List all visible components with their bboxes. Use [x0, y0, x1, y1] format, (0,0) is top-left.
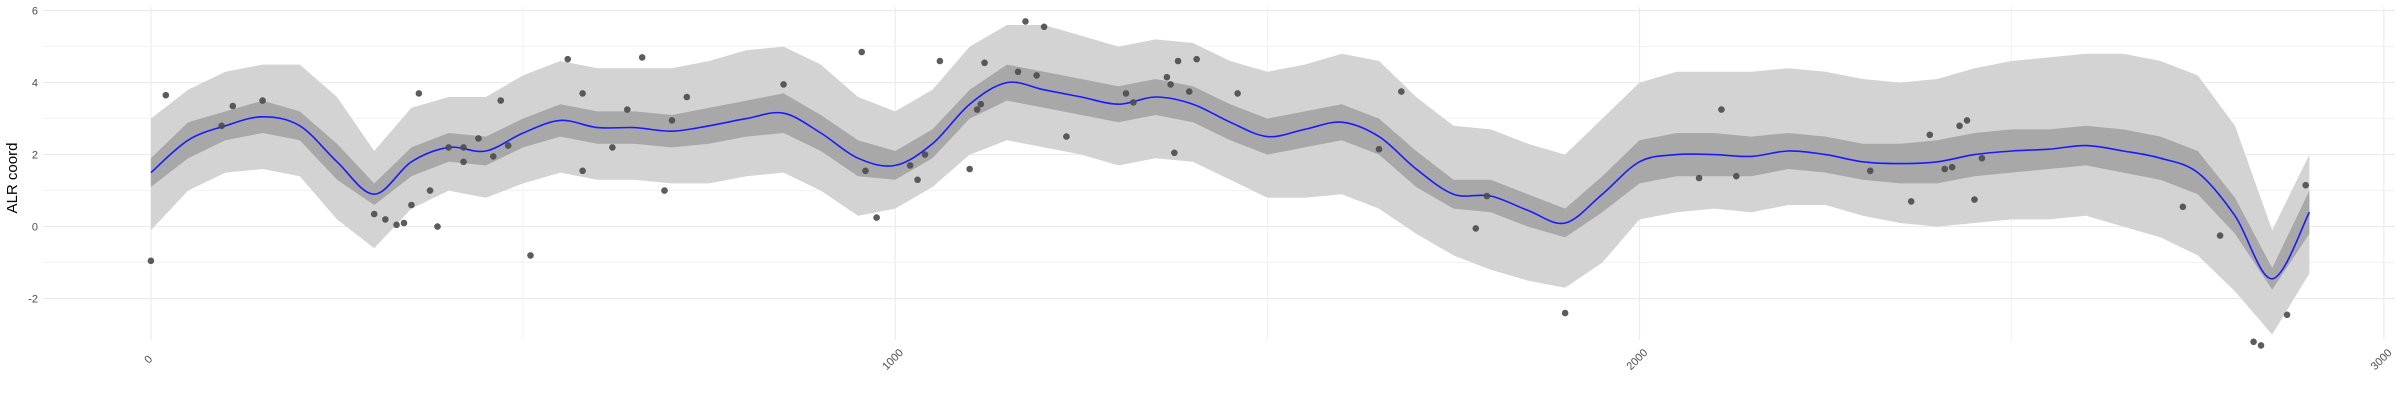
data-point	[527, 252, 534, 259]
data-point	[1398, 88, 1405, 95]
data-point	[445, 144, 452, 151]
data-point	[683, 93, 691, 101]
data-point	[218, 122, 225, 130]
data-point	[564, 55, 572, 63]
data-point	[490, 153, 497, 160]
y-tick-label: 6	[32, 6, 38, 18]
data-point	[2283, 311, 2291, 319]
inner-confidence-band	[150, 64, 2310, 290]
data-point	[1956, 122, 1963, 130]
data-point	[579, 167, 586, 175]
data-point	[475, 135, 482, 142]
data-point	[862, 167, 869, 175]
data-point	[1063, 133, 1070, 140]
data-point	[1472, 225, 1480, 232]
data-point	[1718, 106, 1725, 113]
data-point	[2257, 342, 2265, 349]
data-point	[914, 176, 921, 184]
data-point	[434, 223, 441, 230]
fit-line	[150, 81, 2311, 280]
data-point	[497, 97, 505, 104]
data-point	[1948, 163, 1956, 171]
y-tick-label: 0	[32, 222, 38, 234]
data-point	[1907, 198, 1915, 205]
x-tick-label: 2000	[1625, 347, 1651, 373]
fit-line-layer	[150, 81, 2311, 280]
data-point	[668, 117, 676, 124]
data-point	[1483, 192, 1491, 200]
data-point	[936, 57, 944, 65]
data-point	[921, 151, 929, 158]
data-point	[858, 48, 866, 56]
data-point	[2216, 232, 2224, 239]
data-point	[504, 142, 512, 149]
data-point	[623, 106, 631, 113]
data-point	[638, 54, 646, 61]
x-tick-label: 0	[142, 353, 155, 366]
data-point	[1171, 149, 1178, 157]
data-point	[1122, 90, 1130, 97]
data-point	[1978, 154, 1986, 162]
data-point	[1040, 23, 1048, 31]
data-point	[2179, 203, 2187, 211]
data-point	[1130, 99, 1137, 106]
data-point	[906, 162, 914, 169]
x-tick-label: 3000	[2369, 347, 2395, 373]
data-point	[1185, 88, 1193, 95]
data-point	[393, 221, 400, 229]
data-point	[408, 201, 415, 209]
confidence-bands	[150, 25, 2310, 335]
data-point	[1033, 72, 1040, 79]
data-point	[229, 102, 237, 110]
data-point	[1167, 81, 1174, 88]
data-point	[426, 187, 434, 194]
data-point	[1022, 18, 1029, 25]
outer-confidence-band	[150, 25, 2310, 335]
data-point	[1163, 73, 1171, 81]
data-point	[1866, 167, 1874, 175]
data-point	[661, 187, 668, 194]
data-point	[1014, 68, 1022, 76]
data-point	[1941, 165, 1948, 173]
data-point	[780, 81, 787, 88]
data-point	[1971, 196, 1978, 203]
data-point	[415, 90, 423, 97]
data-point	[2302, 181, 2309, 189]
data-point	[977, 100, 985, 108]
data-points	[147, 18, 2309, 349]
x-tick-label: 1000	[880, 347, 906, 373]
data-point	[981, 59, 988, 67]
data-point	[579, 90, 586, 97]
data-point	[400, 219, 408, 227]
data-point	[1695, 174, 1703, 182]
data-point	[259, 97, 266, 104]
data-point	[1561, 309, 1569, 317]
data-point	[370, 210, 378, 218]
data-point	[2250, 338, 2257, 346]
data-point	[1193, 55, 1200, 63]
data-point	[147, 257, 155, 265]
data-point	[1375, 145, 1383, 153]
data-point	[1174, 57, 1182, 65]
data-point	[1234, 90, 1241, 97]
y-tick-label: 4	[32, 78, 38, 90]
data-point	[162, 91, 170, 99]
data-point	[973, 106, 981, 113]
data-point	[460, 158, 467, 166]
data-point	[966, 165, 973, 173]
data-point	[1963, 117, 1971, 124]
data-point	[382, 216, 389, 223]
y-tick-label: 2	[32, 150, 38, 162]
y-axis-title: ALR coord	[4, 143, 21, 214]
y-tick-label: -2	[28, 294, 38, 306]
data-point	[460, 144, 467, 151]
data-point	[1732, 172, 1740, 180]
data-point	[1926, 131, 1934, 139]
data-point	[609, 144, 616, 151]
data-point	[873, 214, 880, 221]
